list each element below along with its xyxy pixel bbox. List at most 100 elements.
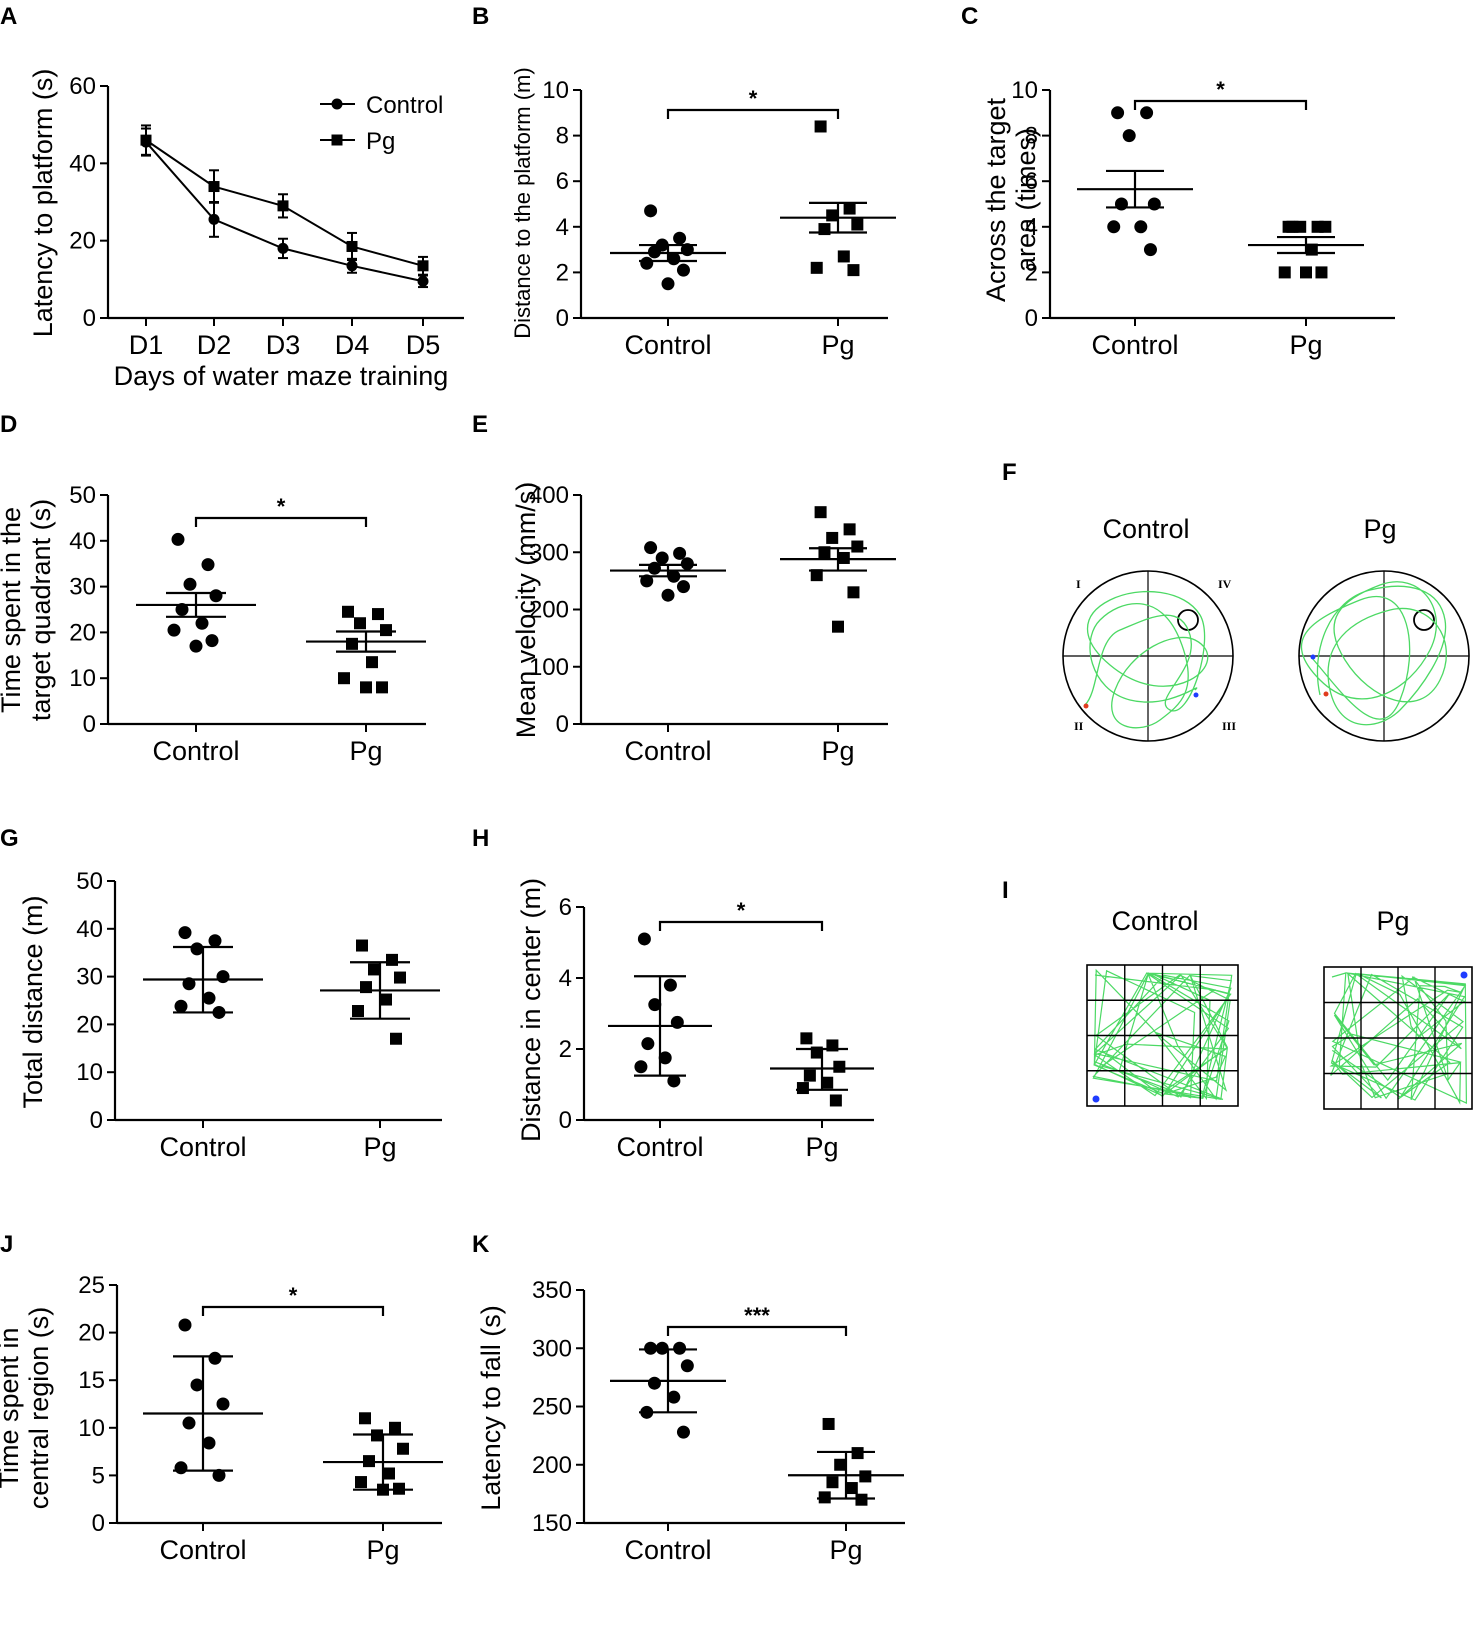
quadrant-label-control-3: II xyxy=(1074,719,1084,733)
data-point-pg xyxy=(851,218,864,231)
y-tick-label: 4 xyxy=(559,965,572,992)
y-axis-label-line: central region (s) xyxy=(24,1307,54,1510)
y-tick-label: 30 xyxy=(69,574,96,601)
y-axis-label-line: Across the target xyxy=(981,97,1011,302)
data-point-control xyxy=(1134,220,1148,234)
x-tick-label: D1 xyxy=(129,330,164,360)
x-tick-label: Pg xyxy=(805,1132,838,1162)
panel-label: D xyxy=(0,411,17,438)
data-point-pg xyxy=(417,260,429,272)
data-point-pg xyxy=(843,202,856,215)
data-point-control xyxy=(208,934,222,948)
y-tick-label: 30 xyxy=(76,964,103,991)
legend-label-pg: Pg xyxy=(366,128,395,155)
data-point-pg xyxy=(855,1493,868,1506)
y-tick-label: 0 xyxy=(83,711,96,738)
y-tick-label: 200 xyxy=(532,1452,572,1479)
data-point-pg xyxy=(394,971,406,984)
data-point-control xyxy=(216,970,230,984)
data-point-pg xyxy=(366,656,378,669)
data-point-pg xyxy=(837,551,850,564)
data-point-control xyxy=(667,1390,681,1404)
y-tick-label: 60 xyxy=(69,73,96,100)
y-axis-label: Across the targetarea (times) xyxy=(981,97,1041,302)
data-point-control xyxy=(644,204,658,218)
panel-label: K xyxy=(472,1231,490,1258)
x-tick-label: Pg xyxy=(363,1132,396,1162)
data-point-control xyxy=(647,561,661,575)
data-point-control xyxy=(647,1376,661,1390)
significance-label: * xyxy=(277,494,286,519)
data-point-control xyxy=(673,546,687,560)
y-axis-label: Latency to fall (s) xyxy=(476,1305,506,1511)
y-tick-label: 10 xyxy=(76,1059,103,1086)
data-point-pg xyxy=(1286,220,1299,233)
x-tick-label: Control xyxy=(159,1132,246,1162)
data-point-pg xyxy=(386,953,398,966)
data-point-control xyxy=(661,277,675,291)
y-tick-label: 40 xyxy=(76,916,103,943)
y-tick-label: 0 xyxy=(92,1510,105,1537)
data-point-control xyxy=(641,1037,655,1051)
data-point-control xyxy=(676,580,690,594)
data-point-control xyxy=(667,1074,681,1088)
data-point-pg xyxy=(389,1421,401,1434)
data-point-pg xyxy=(826,1476,839,1489)
x-tick-label: D5 xyxy=(406,330,441,360)
panel-label: G xyxy=(0,825,19,852)
data-point-control xyxy=(178,926,192,940)
data-point-pg xyxy=(843,523,856,536)
data-point-pg xyxy=(1315,266,1328,279)
data-point-pg xyxy=(277,200,289,212)
significance-label: * xyxy=(749,86,758,111)
data-point-control xyxy=(658,1051,672,1065)
series-line-control xyxy=(145,141,424,283)
data-point-control xyxy=(202,1436,216,1450)
data-point-control xyxy=(673,1341,687,1355)
data-point-control xyxy=(1140,106,1154,120)
panel-label: E xyxy=(472,411,488,438)
start-dot-pg xyxy=(1323,691,1329,697)
panel-d: D 0 10 20 30 40 50 Time spent in thetarget quad… xyxy=(0,411,426,766)
data-point-pg xyxy=(208,181,220,193)
significance-bracket xyxy=(666,1325,848,1336)
data-point-control xyxy=(212,1468,226,1482)
data-point-pg xyxy=(796,1082,809,1095)
data-point-pg xyxy=(833,1060,846,1073)
x-tick-label: Pg xyxy=(349,736,382,766)
significance-bracket xyxy=(194,516,368,527)
y-axis-label: Latency to platform (s) xyxy=(28,69,58,338)
y-axis-label-line: target quadrant (s) xyxy=(26,499,56,721)
data-point-control xyxy=(183,577,197,591)
data-point-pg xyxy=(1319,220,1332,233)
track-title-pg: Pg xyxy=(1363,514,1396,544)
x-tick-label: Pg xyxy=(366,1535,399,1565)
y-tick-label: 400 xyxy=(529,482,569,509)
data-point-control xyxy=(663,978,677,992)
y-tick-label: 2 xyxy=(556,259,569,286)
y-tick-label: 6 xyxy=(1025,168,1038,195)
y-tick-label: 10 xyxy=(78,1415,105,1442)
data-point-pg xyxy=(821,1076,834,1089)
data-point-control xyxy=(182,1416,196,1430)
y-axis-label: Distance in center (m) xyxy=(516,878,546,1142)
start-dot-control xyxy=(1083,703,1089,709)
data-point-control xyxy=(167,623,181,637)
legend-marker-pg xyxy=(331,134,343,146)
data-point-control xyxy=(190,942,204,956)
panel-i: I Control Pg xyxy=(1002,877,1473,1110)
swim-track-control xyxy=(1084,590,1209,729)
data-point-pg xyxy=(352,1005,364,1018)
data-point-control xyxy=(676,1425,690,1439)
data-point-control xyxy=(171,532,185,546)
data-point-pg xyxy=(338,672,350,685)
data-point-pg xyxy=(837,250,850,263)
y-tick-label: 10 xyxy=(1011,77,1038,104)
openfield-grid-pg xyxy=(1323,966,1473,1110)
data-point-pg xyxy=(847,264,860,277)
y-tick-label: 10 xyxy=(69,665,96,692)
data-point-control xyxy=(209,589,223,603)
